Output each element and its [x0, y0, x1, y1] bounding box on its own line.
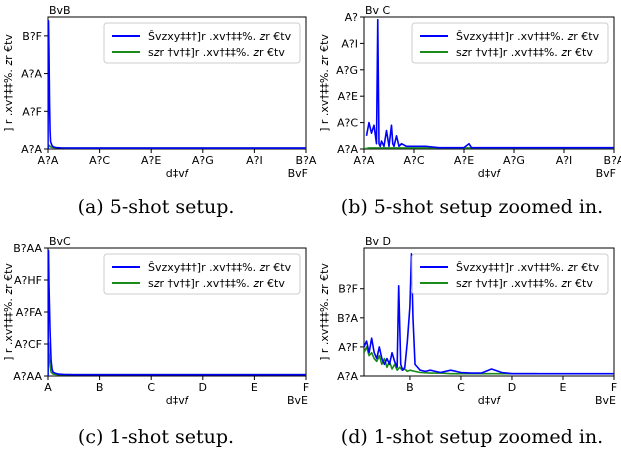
y-tick-label: A?G — [336, 64, 358, 77]
x-tick-label: F — [611, 381, 617, 394]
y-tick-label: A?F — [338, 341, 358, 354]
legend-label-1: s𝑧r †v†‡]r .xv†‡‡%. 𝑧r €tv — [148, 277, 285, 290]
x-tick-label: E — [560, 381, 567, 394]
x-axis-label: d‡v𝑓 — [478, 167, 501, 180]
corner-label: Bv D — [365, 235, 391, 248]
x-tick-label: A — [44, 381, 52, 394]
x-tick-label: A?E — [141, 154, 161, 167]
x-tick-label: A?I — [556, 154, 573, 167]
x-tick-label: C — [147, 381, 155, 394]
legend-box — [411, 253, 609, 295]
y-tick-label: A?A — [21, 143, 42, 156]
y-tick-label: A?A — [21, 68, 42, 81]
x-tick-label: A?G — [192, 154, 214, 167]
x-offset-label: BvF — [596, 167, 616, 180]
x-offset-label: BvF — [288, 167, 308, 180]
plot-frame — [363, 247, 615, 377]
y-axis-label: ] r .xv†‡‡%. 𝑧r €tv — [318, 263, 331, 361]
x-axis-label: d‡v𝑓 — [166, 167, 189, 180]
x-tick-label: B — [96, 381, 104, 394]
y-tick-label: A?E — [338, 90, 358, 103]
chart-caption: (b) 5-shot setup zoomed in. — [341, 196, 603, 218]
x-tick-label: A?A — [354, 154, 375, 167]
corner-label: BvB — [49, 4, 71, 17]
y-axis-label: ] r .xv†‡‡%. 𝑧r €tv — [2, 263, 15, 361]
x-tick-label: E — [251, 381, 258, 394]
x-tick-label: A?C — [89, 154, 110, 167]
y-tick-label: A?A — [337, 370, 358, 383]
x-tick-label: A?I — [246, 154, 263, 167]
x-offset-label: BvE — [287, 394, 308, 407]
x-tick-label: D — [508, 381, 516, 394]
chart-panel-2: A B C D E F A?AA A?CF A?FA A?HF B?AA BvC BvE d‡v𝑓 ] r … — [2, 235, 309, 448]
x-tick-label: D — [199, 381, 207, 394]
y-axis-label: ] r .xv†‡‡%. 𝑧r €tv — [318, 34, 331, 132]
y-tick-label: A?F — [22, 105, 42, 118]
x-tick-label: B?A — [604, 154, 621, 167]
x-tick-label: A?G — [503, 154, 525, 167]
y-tick-label: A?C — [337, 117, 358, 130]
legend-label-0: Ŝvzxy‡‡†]r .xv†‡‡%. 𝑧r €tv — [148, 261, 292, 274]
chart-panel-3: B C D E F A?A A?F B?A B?F Bv D BvE d‡v𝑓 ] r .xv†‡‡%.… — [318, 235, 617, 448]
x-tick-label: B — [406, 381, 414, 394]
y-tick-label: A?HF — [14, 274, 42, 287]
series-line-0 — [364, 253, 614, 375]
chart-panel-1: A?A A?C A?E A?G A?I B?A A?A A?C A?E A?G A?I A? Bv C B… — [318, 4, 621, 218]
legend-box — [103, 22, 301, 64]
corner-label: BvC — [49, 235, 71, 248]
y-tick-label: A?FA — [16, 306, 43, 319]
legend-label-1: s𝑧r †v†‡]r .xv†‡‡%. 𝑧r €tv — [456, 46, 593, 59]
series-line-0 — [365, 18, 614, 149]
chart-caption: (a) 5-shot setup. — [78, 196, 235, 218]
x-tick-label: A?E — [454, 154, 474, 167]
legend-label-0: Ŝvzxy‡‡†]r .xv†‡‡%. 𝑧r €tv — [456, 261, 600, 274]
y-tick-label: B?F — [22, 30, 42, 43]
chart-caption: (d) 1-shot setup zoomed in. — [341, 426, 603, 448]
x-tick-label: A?A — [38, 154, 59, 167]
y-tick-label: A? — [345, 11, 359, 24]
x-offset-label: BvE — [595, 394, 616, 407]
y-tick-label: B?A — [337, 312, 358, 325]
x-tick-label: C — [457, 381, 465, 394]
legend-label-0: Ŝvzxy‡‡†]r .xv†‡‡%. 𝑧r €tv — [148, 30, 292, 43]
corner-label: Bv C — [365, 4, 391, 17]
x-tick-label: B?A — [296, 154, 317, 167]
y-tick-label: B?F — [338, 283, 358, 296]
legend-label-1: s𝑧r †v†‡]r .xv†‡‡%. 𝑧r €tv — [456, 277, 593, 290]
legend-box — [411, 22, 609, 64]
x-tick-label: A?C — [403, 154, 424, 167]
legend-label-0: Ŝvzxy‡‡†]r .xv†‡‡%. 𝑧r €tv — [456, 30, 600, 43]
series-line-0 — [48, 19, 306, 149]
x-tick-label: F — [303, 381, 309, 394]
plot-frame — [363, 16, 615, 150]
y-tick-label: A?A — [337, 143, 358, 156]
series-line-1 — [48, 341, 306, 376]
y-tick-label: A?AA — [13, 370, 42, 383]
series-line-0 — [48, 249, 306, 376]
y-axis-label: ] r .xv†‡‡%. 𝑧r €tv — [2, 34, 15, 132]
y-tick-label: A?CF — [15, 338, 42, 351]
x-axis-label: d‡v𝑓 — [166, 394, 189, 407]
x-axis-label: d‡v𝑓 — [478, 394, 501, 407]
chart-panel-0: A?A A?C A?E A?G A?I B?A A?A A?F A?A B?F BvB BvF d‡v𝑓… — [2, 4, 317, 218]
y-tick-label: A?I — [341, 37, 358, 50]
y-tick-label: B?AA — [13, 242, 42, 255]
legend-box — [103, 253, 301, 295]
legend-label-1: s𝑧r †v†‡]r .xv†‡‡%. 𝑧r €tv — [148, 46, 285, 59]
chart-caption: (c) 1-shot setup. — [78, 426, 234, 448]
